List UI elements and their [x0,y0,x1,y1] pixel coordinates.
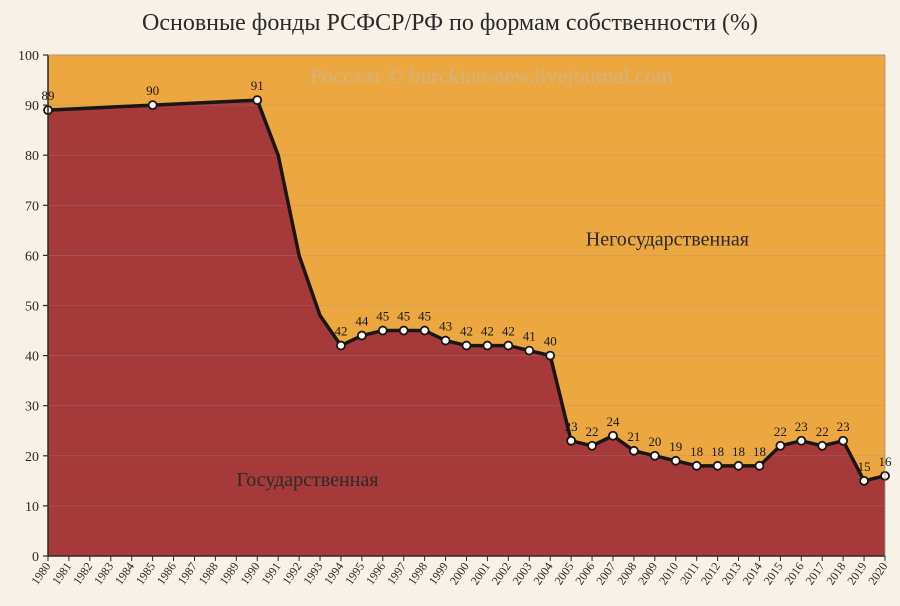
data-marker [672,457,680,465]
data-marker [253,96,261,104]
data-marker [776,442,784,450]
data-marker [860,477,868,485]
data-marker [714,462,722,470]
data-marker [839,437,847,445]
y-tick-label: 40 [25,350,39,365]
data-label: 45 [418,309,431,324]
data-label: 42 [334,324,347,339]
data-marker [797,437,805,445]
data-label: 90 [146,83,159,98]
data-marker [735,462,743,470]
data-label: 42 [502,324,515,339]
data-marker [630,447,638,455]
data-label: 42 [460,324,473,339]
data-label: 24 [606,414,620,429]
data-marker [421,327,429,335]
y-tick-label: 70 [25,199,39,214]
data-marker [567,437,575,445]
data-marker [400,327,408,335]
y-tick-label: 50 [25,300,39,315]
y-tick-label: 30 [25,400,39,415]
data-label: 18 [732,444,745,459]
data-label: 40 [544,334,557,349]
data-label: 15 [858,459,871,474]
area-label-nonstate: Негосударственная [586,228,749,250]
data-marker [483,342,491,350]
data-label: 22 [586,424,599,439]
y-tick-label: 100 [18,49,39,64]
data-label: 18 [711,444,724,459]
data-marker [358,332,366,340]
watermark: Росстат © burckina-new.livejournal.com [310,63,673,88]
data-label: 23 [795,419,808,434]
data-marker [149,101,157,109]
data-marker [609,432,617,440]
data-label: 19 [669,439,682,454]
data-label: 22 [816,424,829,439]
data-marker [337,342,345,350]
y-tick-label: 20 [25,450,39,465]
y-tick-label: 60 [25,249,39,264]
data-marker [588,442,596,450]
data-label: 20 [648,434,661,449]
data-label: 21 [627,429,640,444]
data-marker [693,462,701,470]
area-label-state: Государственная [236,469,378,491]
data-label: 45 [397,309,410,324]
data-marker [546,352,554,360]
data-label: 41 [523,329,536,344]
data-label: 23 [565,419,578,434]
data-marker [651,452,659,460]
data-label: 91 [251,78,264,93]
data-label: 18 [753,444,766,459]
data-marker [755,462,763,470]
data-marker [525,347,533,355]
data-label: 45 [376,309,389,324]
data-marker [504,342,512,350]
chart-title: Основные фонды РСФСР/РФ по формам собств… [142,10,758,36]
data-label: 18 [690,444,703,459]
y-tick-label: 80 [25,149,39,164]
y-tick-label: 90 [25,99,39,114]
data-label: 23 [837,419,850,434]
data-marker [463,342,471,350]
data-marker [379,327,387,335]
y-tick-label: 0 [32,550,39,565]
data-marker [442,337,450,345]
data-label: 44 [355,314,369,329]
y-tick-label: 10 [25,500,39,515]
data-label: 43 [439,319,452,334]
data-label: 22 [774,424,787,439]
data-marker [818,442,826,450]
data-label: 42 [481,324,494,339]
